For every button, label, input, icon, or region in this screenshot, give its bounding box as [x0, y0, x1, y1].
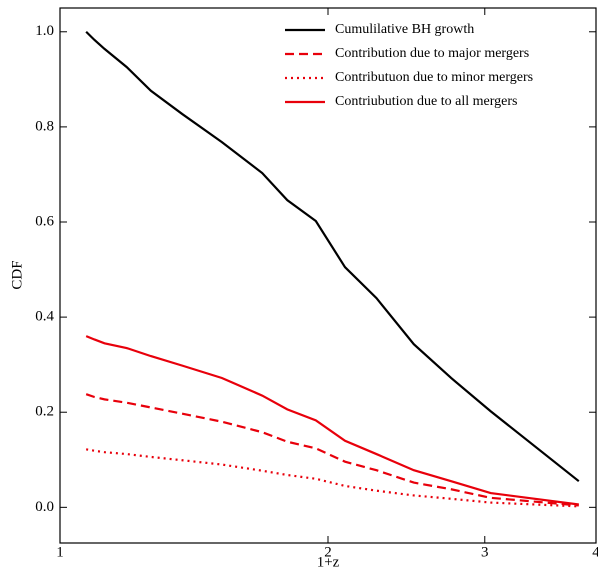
- series-line: [85, 335, 579, 506]
- legend-label: Contributuon due to minor mergers: [335, 70, 533, 85]
- y-axis-label: CDF: [9, 260, 25, 289]
- plot-frame: [59, 7, 597, 544]
- x-tick-label: 1: [56, 544, 64, 560]
- x-axis-label: 1+z: [317, 554, 340, 570]
- y-tick-label: 0.4: [35, 309, 54, 325]
- y-tick-label: 0.6: [35, 213, 54, 229]
- y-tick-label: 1.0: [35, 23, 54, 39]
- series-line: [85, 448, 579, 508]
- legend-label: Cumulilative BH growth: [335, 22, 474, 37]
- x-tick-label: 3: [481, 544, 489, 560]
- y-tick-label: 0.2: [35, 404, 54, 420]
- legend-label: Contribution due to major mergers: [335, 46, 529, 61]
- x-tick-label: 2: [324, 544, 332, 560]
- y-tick-label: 0.8: [35, 118, 54, 134]
- x-tick-label: 4: [592, 544, 598, 560]
- y-tick-label: 0.0: [35, 499, 54, 515]
- series-line: [85, 30, 580, 483]
- series-line: [85, 393, 579, 507]
- legend-label: Contriubution due to all mergers: [335, 94, 518, 109]
